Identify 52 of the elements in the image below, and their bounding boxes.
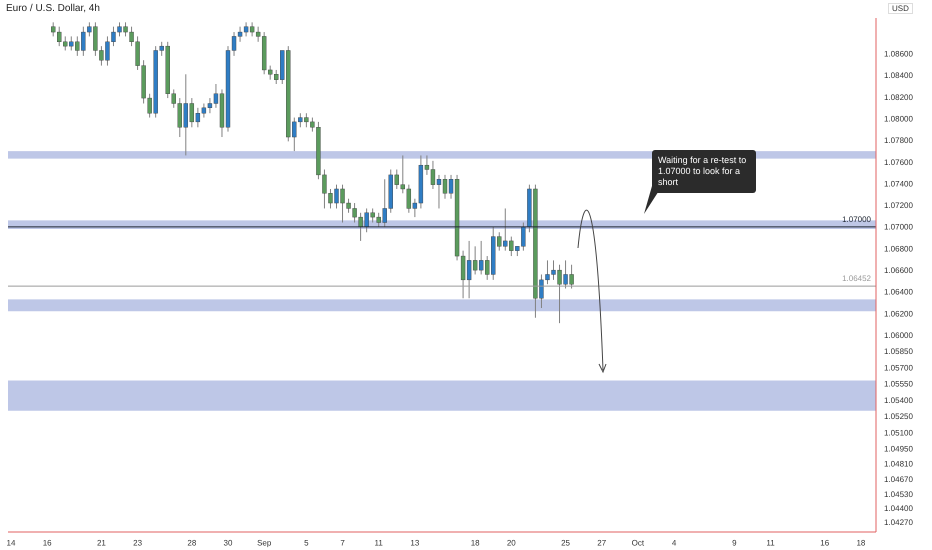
y-tick-label: 1.05850 (884, 347, 914, 356)
y-tick-label: 1.06400 (884, 288, 914, 297)
x-tick-label: 13 (410, 538, 420, 548)
annotation: Waiting for a re-test to 1.07000 to look for a short (652, 150, 756, 193)
ref-line-label: 1.06452 (842, 274, 872, 284)
y-tick-label: 1.05700 (884, 363, 914, 372)
y-tick-label: 1.07200 (884, 201, 914, 210)
chart-title: Euro / U.S. Dollar, 4h (6, 3, 100, 14)
x-tick-label: 4 (672, 538, 677, 548)
x-tick-label: Oct (632, 538, 645, 548)
y-tick-label: 1.07000 (884, 222, 914, 232)
x-tick-label: 27 (597, 538, 607, 548)
y-tick-label: 1.07400 (884, 179, 914, 188)
y-tick-label: 1.08600 (884, 50, 914, 59)
y-tick-label: 1.06800 (884, 244, 914, 254)
x-tick-label: 28 (187, 538, 197, 548)
y-tick-label: 1.05250 (884, 412, 914, 422)
x-tick-label: 7 (340, 538, 346, 548)
y-tick-label: 1.07600 (884, 158, 914, 167)
x-tick-label: 23 (133, 538, 143, 548)
y-tick-label: 1.06000 (884, 330, 914, 340)
y-tick-label: 1.07800 (884, 136, 914, 146)
y-tick-label: 1.08000 (884, 114, 914, 124)
x-tick-label: 25 (561, 538, 571, 548)
y-axis-title: USD (888, 3, 913, 14)
x-tick-label: 16 (820, 538, 830, 548)
x-tick-label: 18 (856, 538, 866, 548)
y-tick-label: 1.05550 (884, 380, 914, 389)
x-tick-label: 16 (42, 538, 52, 548)
y-tick-label: 1.06600 (884, 266, 914, 275)
x-tick-label: 11 (374, 538, 384, 548)
x-tick-label: 9 (732, 538, 738, 548)
y-tick-label: 1.08200 (884, 92, 914, 102)
y-tick-label: 1.05100 (884, 428, 914, 438)
y-tick-label: 1.04270 (884, 518, 914, 528)
y-tick-label: 1.08400 (884, 71, 914, 80)
y-tick-label: 1.04400 (884, 504, 914, 514)
x-tick-label: 11 (766, 538, 776, 548)
x-tick-label: 20 (506, 538, 516, 548)
x-tick-label: 14 (6, 538, 16, 548)
x-tick-label: 18 (470, 538, 480, 548)
y-tick-label: 1.04810 (884, 460, 914, 469)
x-tick-label: 5 (304, 538, 310, 548)
y-tick-label: 1.04670 (884, 474, 914, 484)
y-tick-label: 1.04950 (884, 444, 914, 454)
y-tick-label: 1.05400 (884, 396, 914, 405)
x-tick-label: 30 (224, 538, 234, 548)
x-tick-label: 21 (96, 538, 106, 548)
ref-line-label: 1.07000 (842, 214, 872, 224)
y-tick-label: 1.04530 (884, 490, 914, 499)
y-tick-label: 1.06200 (884, 309, 914, 318)
x-tick-label: Sep (257, 538, 272, 548)
